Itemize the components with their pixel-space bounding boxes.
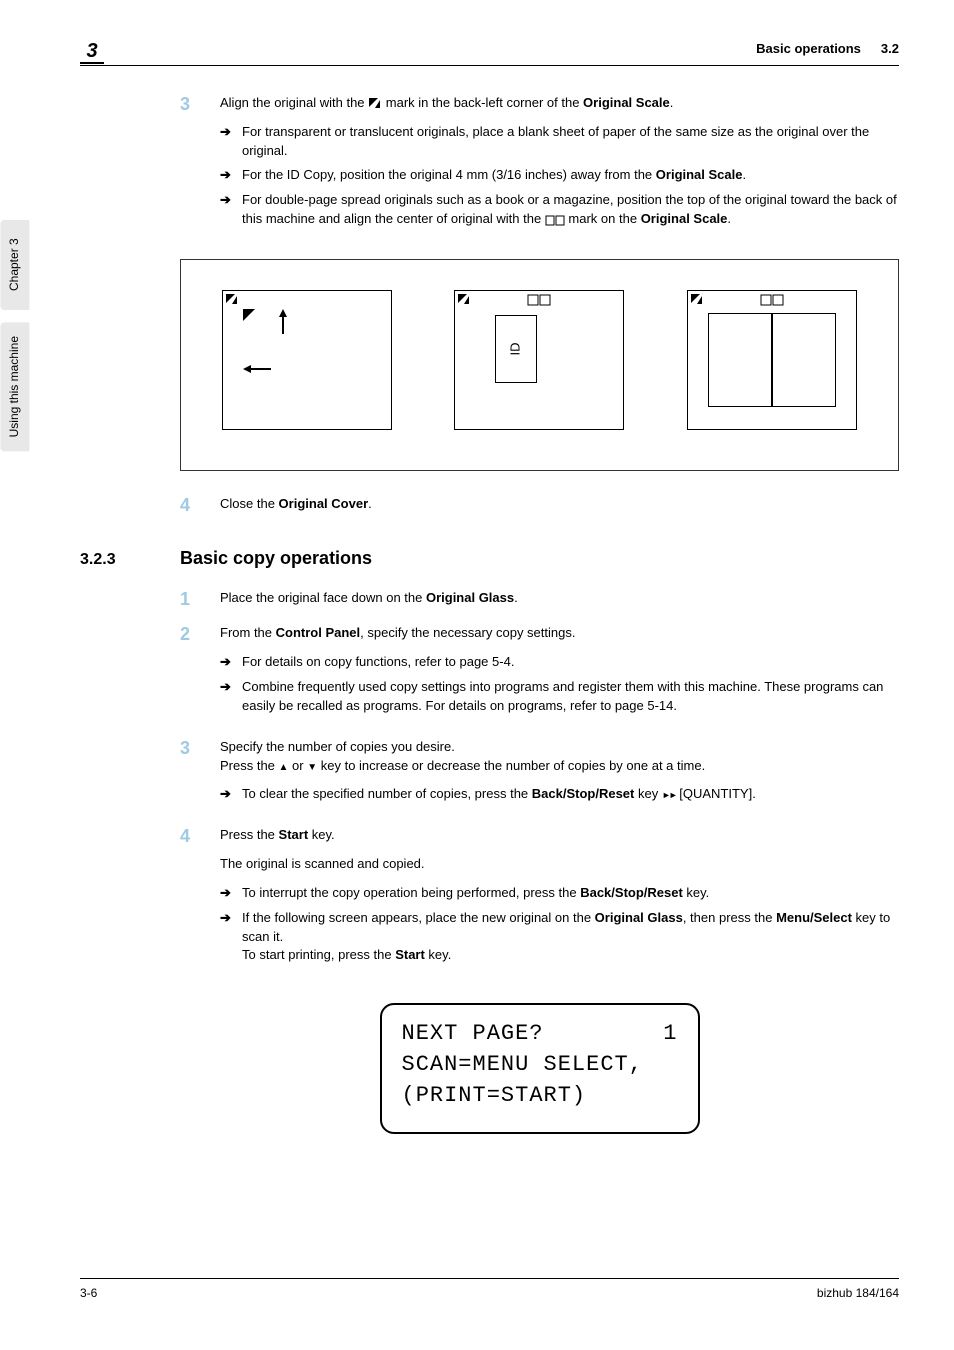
corner-mark-icon <box>458 294 470 306</box>
header-title: Basic operations <box>756 40 861 59</box>
step-3: 3 Align the original with the mark in th… <box>180 94 899 243</box>
align-arrows-icon <box>243 309 323 399</box>
step-number: 3 <box>180 738 220 819</box>
bc2-sub2: Combine frequently used copy settings in… <box>242 678 899 716</box>
step-number: 4 <box>180 826 220 979</box>
bc-step-1: 1 Place the original face down on the Or… <box>180 589 899 611</box>
bc3-sub: To clear the specified number of copies,… <box>242 785 899 804</box>
section-heading: 3.2.3 Basic copy operations <box>80 545 899 571</box>
bc-step-3: 3 Specify the number of copies you desir… <box>180 738 899 819</box>
placement-diagram: ID <box>180 259 899 471</box>
step3-sub1: For transparent or translucent originals… <box>242 123 899 161</box>
step3-bold: Original Scale <box>583 95 670 110</box>
bc4-sub1: To interrupt the copy operation being pe… <box>242 884 899 903</box>
up-triangle-icon <box>279 758 289 773</box>
side-tabs: Chapter 3 Using this machine <box>0 220 29 451</box>
book-left-page <box>708 313 772 407</box>
arrow-icon: ➔ <box>220 166 242 185</box>
arrow-icon: ➔ <box>220 678 242 716</box>
header-section-num: 3.2 <box>881 40 899 59</box>
arrow-icon: ➔ <box>220 785 242 804</box>
bc2-sub1: For details on copy functions, refer to … <box>242 653 899 672</box>
bc3-line2: Press the or key to increase or decrease… <box>220 757 899 776</box>
step3-sub2: For the ID Copy, position the original 4… <box>242 166 899 185</box>
step-number: 3 <box>180 94 220 243</box>
diagram-standard <box>222 290 392 430</box>
bc-step-4: 4 Press the Start key. The original is s… <box>180 826 899 979</box>
step-number: 1 <box>180 589 220 611</box>
chapter-badge: 3 <box>80 40 104 64</box>
bc4-line2: The original is scanned and copied. <box>220 855 899 874</box>
id-card-rect: ID <box>495 315 537 383</box>
step3-text-b: mark in the back-left corner of the <box>386 95 583 110</box>
step-number: 2 <box>180 624 220 729</box>
step4-text-a: Close the <box>220 496 279 511</box>
corner-mark-icon <box>368 97 382 109</box>
section-num: 3.2.3 <box>80 548 180 571</box>
step3-text-a: Align the original with the <box>220 95 368 110</box>
bc4-sub2: If the following screen appears, place t… <box>242 909 899 966</box>
bc3-line1: Specify the number of copies you desire. <box>220 738 899 757</box>
lcd-line1b: 1 <box>663 1019 677 1050</box>
arrow-icon: ➔ <box>220 123 242 161</box>
lcd-screen: NEXT PAGE? 1 SCAN=MENU SELECT, (PRINT=STA… <box>380 1003 700 1133</box>
lcd-line1a: NEXT PAGE? <box>402 1019 544 1050</box>
step4-bold: Original Cover <box>279 496 369 511</box>
down-triangle-icon <box>307 758 317 773</box>
side-tab-using: Using this machine <box>0 322 29 451</box>
book-mark-icon <box>527 294 551 306</box>
step-number: 4 <box>180 495 220 517</box>
lcd-line2: SCAN=MENU SELECT, <box>402 1050 678 1081</box>
arrow-icon: ➔ <box>220 909 242 966</box>
diagram-book <box>687 290 857 430</box>
book-right-page <box>772 313 836 407</box>
section-title: Basic copy operations <box>180 545 372 571</box>
footer-model: bizhub 184/164 <box>817 1285 899 1302</box>
footer-page-num: 3-6 <box>80 1285 97 1302</box>
corner-mark-icon <box>691 294 703 306</box>
arrow-icon: ➔ <box>220 191 242 229</box>
book-mark-icon <box>545 214 565 226</box>
step4-text-b: . <box>368 496 372 511</box>
bc-step-2: 2 From the Control Panel, specify the ne… <box>180 624 899 729</box>
double-arrow-icon <box>662 786 676 801</box>
step-4: 4 Close the Original Cover. <box>180 495 899 517</box>
corner-mark-icon <box>226 294 238 306</box>
side-tab-chapter: Chapter 3 <box>0 220 29 310</box>
diagram-id: ID <box>454 290 624 430</box>
book-mark-icon <box>760 294 784 306</box>
page-footer: 3-6 bizhub 184/164 <box>80 1278 899 1302</box>
arrow-icon: ➔ <box>220 884 242 903</box>
page-header: Basic operations 3.2 <box>80 40 899 66</box>
id-label: ID <box>507 342 526 355</box>
arrow-icon: ➔ <box>220 653 242 672</box>
step3-sub3: For double-page spread originals such as… <box>242 191 899 229</box>
lcd-line3: (PRINT=START) <box>402 1081 678 1112</box>
